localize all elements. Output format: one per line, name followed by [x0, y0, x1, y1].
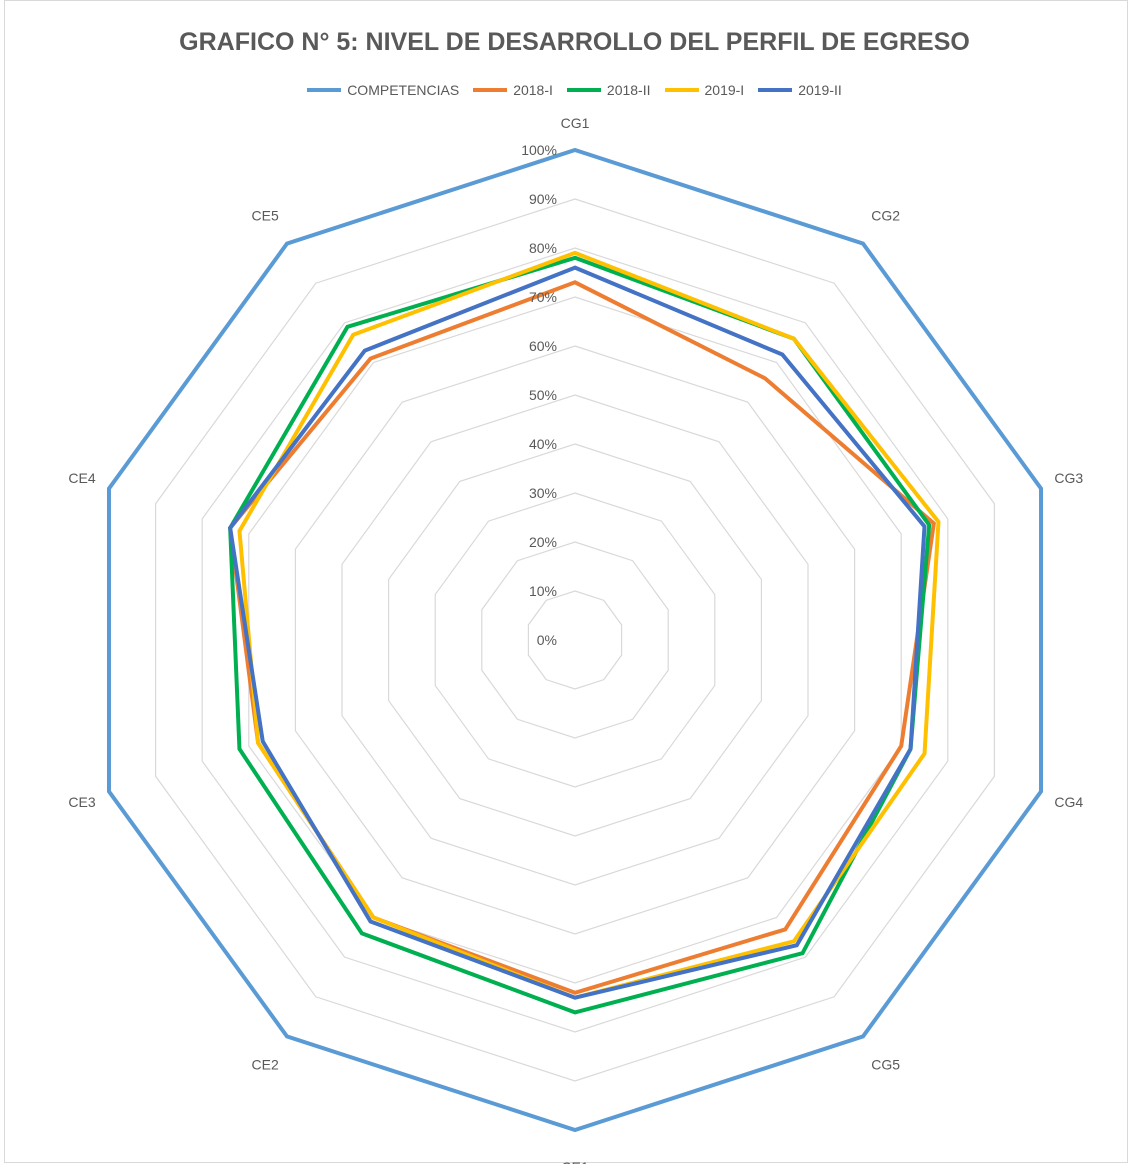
legend-label: COMPETENCIAS: [347, 82, 460, 98]
series-layer: [106, 147, 1044, 1133]
legend-item: 2019-I: [664, 82, 745, 98]
legend-swatch: [307, 88, 342, 92]
category-label: CG5: [871, 1057, 900, 1073]
tick-label: 100%: [521, 142, 557, 158]
chart-title: GRAFICO N° 5: NIVEL DE DESARROLLO DEL PE…: [179, 28, 970, 56]
category-label: CG3: [1054, 470, 1083, 486]
category-label: CE4: [68, 470, 95, 486]
series-line: [228, 265, 927, 1000]
grid-ring: [387, 443, 763, 837]
legend-swatch: [566, 88, 601, 92]
tick-label: 70%: [529, 289, 557, 305]
category-label: CE3: [68, 794, 95, 810]
grid-ring: [481, 541, 669, 739]
grid-ring: [248, 296, 902, 984]
series-line: [228, 280, 936, 995]
tick-layer: 0% 10% 20% 30% 40% 50% 60% 70% 80% 90% 100%: [521, 142, 557, 648]
series-line: [228, 255, 932, 1015]
category-label-layer: CG1 CG2 CG3 CG4 CG5 CE1 CE2 CE3 CE4 CE5: [68, 115, 1083, 1164]
legend-swatch: [664, 88, 699, 92]
series-line: [237, 250, 941, 1000]
category-label: CG1: [561, 115, 590, 131]
series-line: [106, 147, 1044, 1133]
tick-label: 30%: [529, 485, 557, 501]
legend-label: 2019-I: [704, 82, 745, 98]
grid-layer: [154, 198, 996, 1082]
grid-ring: [154, 198, 996, 1082]
grid-ring: [527, 590, 623, 690]
tick-label: 20%: [529, 534, 557, 550]
grid-ring: [201, 247, 949, 1033]
legend: COMPETENCIAS 2018-I 2018-II 2019-I 2019-II: [0, 82, 1133, 98]
tick-label: 90%: [529, 191, 557, 207]
legend-label: 2018-II: [606, 82, 651, 98]
category-label: CG4: [1054, 794, 1083, 810]
tick-label: 80%: [529, 240, 557, 256]
legend-swatch: [758, 88, 793, 92]
grid-ring: [341, 394, 809, 886]
tick-label: 10%: [529, 583, 557, 599]
tick-label: 50%: [529, 387, 557, 403]
category-label: CE1: [561, 1159, 588, 1164]
legend-item: COMPETENCIAS: [307, 82, 459, 98]
legend-swatch: [473, 88, 508, 92]
category-label: CG2: [871, 207, 900, 223]
legend-label: 2018-I: [513, 82, 553, 98]
legend-item: 2018-II: [566, 82, 651, 98]
tick-label: 60%: [529, 338, 557, 354]
legend-item: 2019-II: [758, 82, 842, 98]
tick-label: 40%: [529, 436, 557, 452]
legend-label: 2019-II: [798, 82, 842, 98]
category-label: CE2: [252, 1057, 279, 1073]
chart-frame: [4, 0, 1128, 1163]
category-label: CE5: [252, 207, 279, 223]
tick-label: 0%: [537, 632, 557, 648]
grid-ring: [434, 492, 716, 788]
legend-item: 2018-I: [473, 82, 553, 98]
grid-ring: [294, 345, 856, 935]
